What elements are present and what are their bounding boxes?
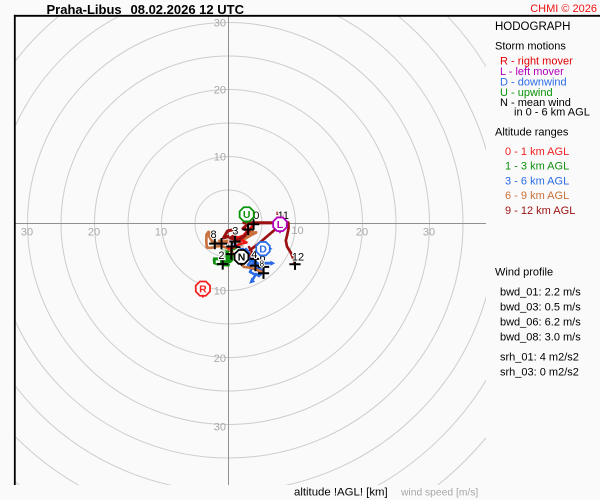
svg-text:Praha-Libus: Praha-Libus (47, 2, 122, 17)
svg-text:12: 12 (292, 252, 304, 264)
svg-text:1 - 3 km AGL: 1 - 3 km AGL (505, 161, 569, 173)
svg-text:U: U (243, 209, 251, 221)
svg-text:Altitude ranges: Altitude ranges (495, 126, 569, 138)
svg-text:30: 30 (214, 18, 226, 30)
svg-text:30: 30 (21, 227, 33, 239)
svg-text:D: D (259, 244, 267, 256)
svg-text:in 0 - 6 km AGL: in 0 - 6 km AGL (514, 107, 590, 119)
svg-text:20: 20 (214, 85, 226, 97)
svg-text:10: 10 (214, 152, 226, 164)
svg-text:bwd_08: 3.0 m/s: bwd_08: 3.0 m/s (500, 332, 581, 344)
svg-text:L - left mover: L - left mover (500, 66, 564, 78)
svg-text:8: 8 (210, 229, 216, 241)
svg-text:10: 10 (214, 286, 226, 298)
svg-text:30: 30 (423, 227, 435, 239)
svg-text:altitude !AGL! [km]: altitude !AGL! [km] (294, 486, 388, 498)
svg-text:srh_03: 0 m2/s2: srh_03: 0 m2/s2 (500, 367, 579, 379)
svg-text:2: 2 (218, 250, 224, 262)
svg-text:3 - 6 km AGL: 3 - 6 km AGL (505, 175, 569, 187)
svg-text:HODOGRAPH: HODOGRAPH (495, 21, 570, 33)
svg-text:8: 8 (260, 260, 265, 269)
svg-text:4: 4 (251, 249, 257, 261)
svg-text:U - upwind: U - upwind (500, 87, 553, 99)
svg-text:20: 20 (88, 227, 100, 239)
svg-text:bwd_06: 6.2 m/s: bwd_06: 6.2 m/s (500, 317, 581, 329)
svg-text:CHMI © 2026: CHMI © 2026 (530, 3, 597, 15)
svg-text:10: 10 (155, 227, 167, 239)
svg-text:30: 30 (214, 422, 226, 434)
svg-text:R: R (199, 283, 207, 295)
svg-text:9 - 12 km AGL: 9 - 12 km AGL (505, 205, 575, 217)
svg-text:08.02.2026 12 UTC: 08.02.2026 12 UTC (131, 2, 245, 17)
svg-text:srh_01: 4 m2/s2: srh_01: 4 m2/s2 (500, 352, 579, 364)
svg-text:wind speed [m/s]: wind speed [m/s] (400, 487, 478, 498)
svg-text:20: 20 (214, 353, 226, 365)
svg-text:0 - 1 km AGL: 0 - 1 km AGL (505, 146, 569, 158)
svg-text:N: N (238, 252, 246, 264)
svg-text:Storm motions: Storm motions (495, 41, 566, 53)
svg-text:N - mean wind: N - mean wind (500, 97, 571, 109)
svg-text:10: 10 (291, 225, 303, 237)
svg-text:3: 3 (232, 226, 238, 238)
svg-text:0: 0 (253, 210, 259, 222)
svg-text:L: L (277, 219, 284, 231)
svg-text:R - right mover: R - right mover (500, 56, 573, 68)
svg-text:6: 6 (260, 252, 266, 264)
svg-text:20: 20 (356, 227, 368, 239)
svg-text:6 - 9 km AGL: 6 - 9 km AGL (505, 190, 569, 202)
svg-text:D - downwind: D - downwind (500, 76, 567, 88)
svg-text:bwd_03: 0.5 m/s: bwd_03: 0.5 m/s (500, 302, 581, 314)
svg-text:bwd_01: 2.2 m/s: bwd_01: 2.2 m/s (500, 287, 581, 299)
svg-text:Wind profile: Wind profile (495, 267, 553, 279)
